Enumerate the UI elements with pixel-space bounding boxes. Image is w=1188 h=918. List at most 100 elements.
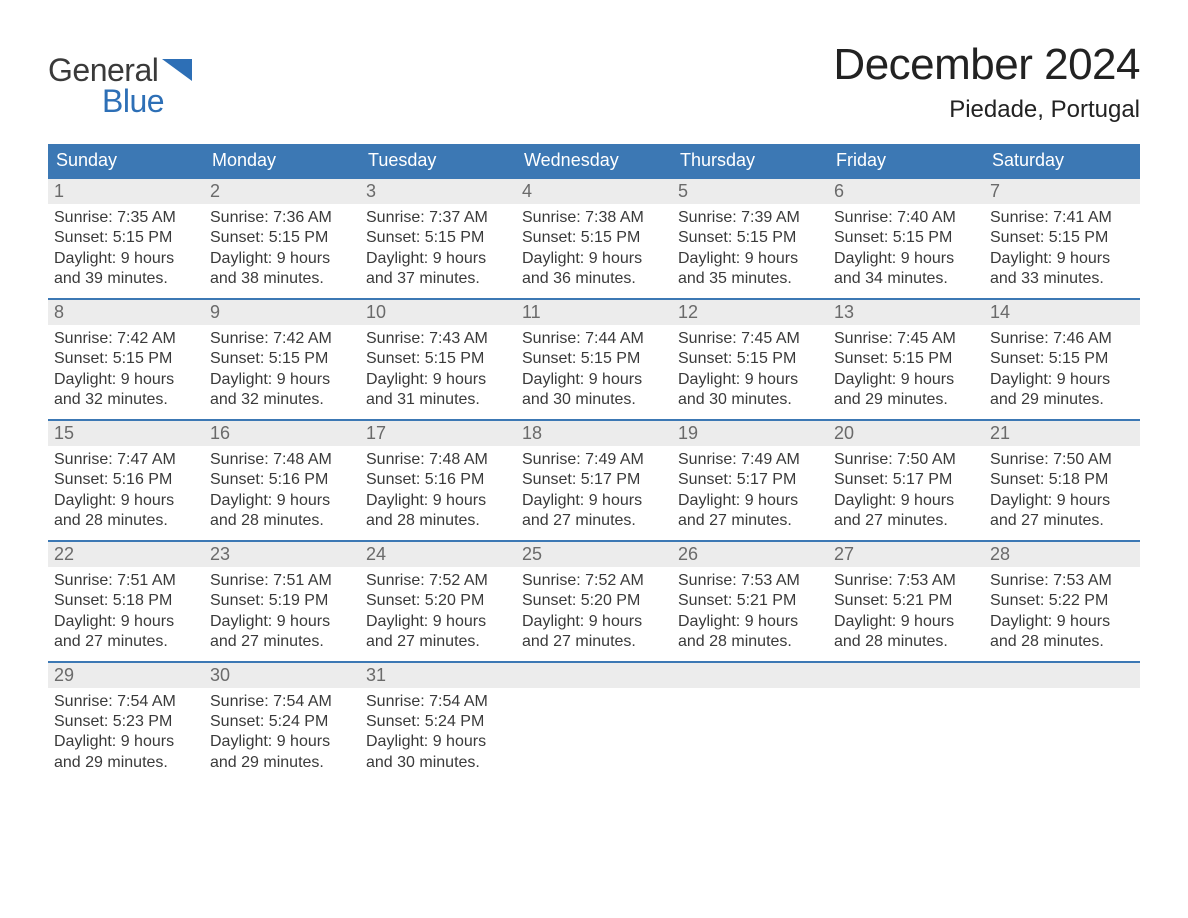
sunrise-text: Sunrise: 7:39 AM xyxy=(678,208,822,228)
sunset-text: Sunset: 5:15 PM xyxy=(54,349,198,369)
daylight-line1: Daylight: 9 hours xyxy=(678,491,822,511)
day-cell: Sunrise: 7:41 AMSunset: 5:15 PMDaylight:… xyxy=(984,204,1140,296)
daylight-line2: and 29 minutes. xyxy=(54,753,198,773)
day-cell: Sunrise: 7:45 AMSunset: 5:15 PMDaylight:… xyxy=(828,325,984,417)
sunset-text: Sunset: 5:17 PM xyxy=(678,470,822,490)
sunset-text: Sunset: 5:22 PM xyxy=(990,591,1134,611)
day-number: 30 xyxy=(204,663,360,688)
daylight-line1: Daylight: 9 hours xyxy=(522,370,666,390)
daylight-line1: Daylight: 9 hours xyxy=(834,370,978,390)
sunrise-text: Sunrise: 7:45 AM xyxy=(678,329,822,349)
sunrise-text: Sunrise: 7:38 AM xyxy=(522,208,666,228)
day-cell: Sunrise: 7:50 AMSunset: 5:18 PMDaylight:… xyxy=(984,446,1140,538)
day-cell: Sunrise: 7:53 AMSunset: 5:22 PMDaylight:… xyxy=(984,567,1140,659)
daylight-line2: and 28 minutes. xyxy=(990,632,1134,652)
sunrise-text: Sunrise: 7:36 AM xyxy=(210,208,354,228)
day-number: 11 xyxy=(516,300,672,325)
sunrise-text: Sunrise: 7:54 AM xyxy=(210,692,354,712)
daylight-line1: Daylight: 9 hours xyxy=(990,249,1134,269)
sunset-text: Sunset: 5:21 PM xyxy=(678,591,822,611)
day-cell: Sunrise: 7:54 AMSunset: 5:23 PMDaylight:… xyxy=(48,688,204,780)
daylight-line2: and 28 minutes. xyxy=(54,511,198,531)
logo-word-blue: Blue xyxy=(102,83,192,120)
weeks-container: 1234567Sunrise: 7:35 AMSunset: 5:15 PMDa… xyxy=(48,177,1140,779)
day-number: 23 xyxy=(204,542,360,567)
sunset-text: Sunset: 5:15 PM xyxy=(678,349,822,369)
day-number: 18 xyxy=(516,421,672,446)
daylight-line2: and 31 minutes. xyxy=(366,390,510,410)
daylight-line1: Daylight: 9 hours xyxy=(366,491,510,511)
sunrise-text: Sunrise: 7:53 AM xyxy=(678,571,822,591)
daylight-line1: Daylight: 9 hours xyxy=(210,612,354,632)
day-number: 2 xyxy=(204,179,360,204)
daylight-line2: and 36 minutes. xyxy=(522,269,666,289)
daylight-line1: Daylight: 9 hours xyxy=(834,249,978,269)
daylight-line1: Daylight: 9 hours xyxy=(54,612,198,632)
day-number-row: 1234567 xyxy=(48,179,1140,204)
dow-monday: Monday xyxy=(204,144,360,177)
sunset-text: Sunset: 5:15 PM xyxy=(366,349,510,369)
sunset-text: Sunset: 5:15 PM xyxy=(522,228,666,248)
sunrise-text: Sunrise: 7:35 AM xyxy=(54,208,198,228)
daylight-line2: and 29 minutes. xyxy=(834,390,978,410)
week-row: 891011121314Sunrise: 7:42 AMSunset: 5:15… xyxy=(48,298,1140,417)
sunset-text: Sunset: 5:15 PM xyxy=(54,228,198,248)
daylight-line2: and 29 minutes. xyxy=(990,390,1134,410)
day-cell: Sunrise: 7:40 AMSunset: 5:15 PMDaylight:… xyxy=(828,204,984,296)
daylight-line1: Daylight: 9 hours xyxy=(522,612,666,632)
day-number: 29 xyxy=(48,663,204,688)
day-cell: Sunrise: 7:52 AMSunset: 5:20 PMDaylight:… xyxy=(360,567,516,659)
day-cell: Sunrise: 7:54 AMSunset: 5:24 PMDaylight:… xyxy=(360,688,516,780)
sunset-text: Sunset: 5:15 PM xyxy=(678,228,822,248)
day-cell: Sunrise: 7:49 AMSunset: 5:17 PMDaylight:… xyxy=(672,446,828,538)
daylight-line1: Daylight: 9 hours xyxy=(990,370,1134,390)
day-cell: Sunrise: 7:52 AMSunset: 5:20 PMDaylight:… xyxy=(516,567,672,659)
dow-wednesday: Wednesday xyxy=(516,144,672,177)
sunset-text: Sunset: 5:18 PM xyxy=(990,470,1134,490)
sunrise-text: Sunrise: 7:51 AM xyxy=(210,571,354,591)
day-of-week-header: Sunday Monday Tuesday Wednesday Thursday… xyxy=(48,144,1140,177)
day-number: 22 xyxy=(48,542,204,567)
day-number: 28 xyxy=(984,542,1140,567)
sunrise-text: Sunrise: 7:54 AM xyxy=(366,692,510,712)
day-cell: Sunrise: 7:53 AMSunset: 5:21 PMDaylight:… xyxy=(672,567,828,659)
day-number-row: 891011121314 xyxy=(48,300,1140,325)
day-number-row: 293031 xyxy=(48,663,1140,688)
sunrise-text: Sunrise: 7:50 AM xyxy=(990,450,1134,470)
daylight-line1: Daylight: 9 hours xyxy=(54,370,198,390)
day-number: 27 xyxy=(828,542,984,567)
topbar: General Blue December 2024 Piedade, Port… xyxy=(48,40,1140,124)
sunset-text: Sunset: 5:20 PM xyxy=(366,591,510,611)
sunrise-text: Sunrise: 7:53 AM xyxy=(834,571,978,591)
daylight-line2: and 28 minutes. xyxy=(210,511,354,531)
week-row: 15161718192021Sunrise: 7:47 AMSunset: 5:… xyxy=(48,419,1140,538)
day-cell: Sunrise: 7:45 AMSunset: 5:15 PMDaylight:… xyxy=(672,325,828,417)
day-number: 5 xyxy=(672,179,828,204)
sunrise-text: Sunrise: 7:44 AM xyxy=(522,329,666,349)
sunset-text: Sunset: 5:24 PM xyxy=(366,712,510,732)
day-number: 7 xyxy=(984,179,1140,204)
day-number: 16 xyxy=(204,421,360,446)
sunset-text: Sunset: 5:24 PM xyxy=(210,712,354,732)
sunset-text: Sunset: 5:15 PM xyxy=(366,228,510,248)
sunrise-text: Sunrise: 7:53 AM xyxy=(990,571,1134,591)
sunset-text: Sunset: 5:17 PM xyxy=(522,470,666,490)
day-cell xyxy=(516,688,672,780)
daylight-line2: and 37 minutes. xyxy=(366,269,510,289)
daylight-line1: Daylight: 9 hours xyxy=(678,370,822,390)
day-number: 10 xyxy=(360,300,516,325)
dow-saturday: Saturday xyxy=(984,144,1140,177)
day-number xyxy=(516,663,672,688)
sunrise-text: Sunrise: 7:52 AM xyxy=(522,571,666,591)
daylight-line1: Daylight: 9 hours xyxy=(210,370,354,390)
daylight-line2: and 39 minutes. xyxy=(54,269,198,289)
daylight-line2: and 27 minutes. xyxy=(678,511,822,531)
daylight-line1: Daylight: 9 hours xyxy=(522,249,666,269)
daylight-line2: and 35 minutes. xyxy=(678,269,822,289)
day-cell: Sunrise: 7:36 AMSunset: 5:15 PMDaylight:… xyxy=(204,204,360,296)
day-number: 12 xyxy=(672,300,828,325)
day-cell xyxy=(984,688,1140,780)
daylight-line2: and 27 minutes. xyxy=(522,511,666,531)
day-body-row: Sunrise: 7:54 AMSunset: 5:23 PMDaylight:… xyxy=(48,688,1140,780)
sunset-text: Sunset: 5:21 PM xyxy=(834,591,978,611)
